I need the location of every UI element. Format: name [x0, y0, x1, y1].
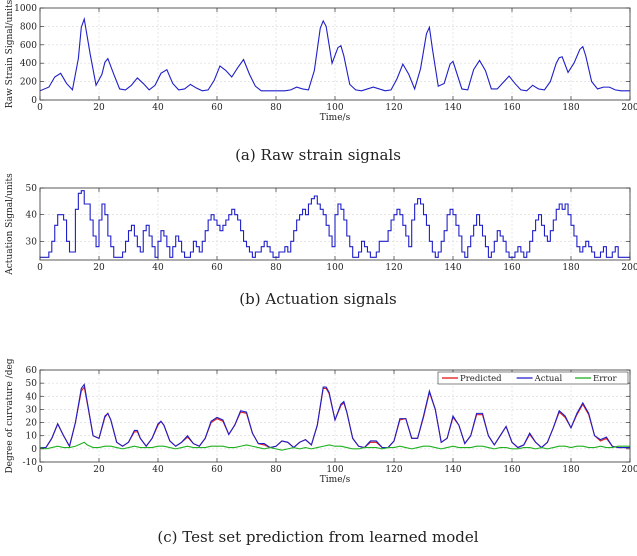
x-tick-label: 160: [503, 103, 520, 113]
subfigure-caption: (b) Actuation signals: [239, 290, 396, 308]
x-tick-label: 60: [211, 465, 223, 475]
x-tick-label: 200: [621, 103, 637, 113]
subfigure-caption: (c) Test set prediction from learned mod…: [157, 528, 478, 546]
x-tick-label: 40: [152, 465, 164, 475]
legend: Predicted Actual Error: [437, 371, 629, 385]
legend-label-predicted: Predicted: [460, 374, 502, 384]
x-tick-label: 80: [270, 465, 282, 475]
y-axis-label: Degree of curvature /deg: [5, 358, 15, 473]
y-axis-label: Actuation Signal/units: [5, 173, 15, 276]
x-tick-label: 180: [562, 263, 579, 273]
y-axis-label: Raw Strain Signal/units: [5, 0, 15, 108]
x-axis-label: Time/s: [320, 113, 351, 123]
x-tick-label: 20: [93, 465, 105, 475]
x-tick-label: 100: [326, 465, 343, 475]
legend-label-error: Error: [593, 374, 617, 384]
x-tick-label: 160: [503, 263, 520, 273]
x-tick-label: 180: [562, 103, 579, 113]
x-tick-label: 120: [385, 465, 402, 475]
y-tick-label: 20: [26, 419, 38, 429]
x-tick-label: 200: [621, 465, 637, 475]
legend-box: [437, 371, 629, 385]
x-tick-label: 100: [326, 263, 343, 273]
x-tick-label: 40: [152, 103, 164, 113]
y-tick-label: 600: [20, 41, 37, 51]
y-tick-label: 50: [26, 379, 38, 389]
x-tick-label: 20: [93, 263, 105, 273]
x-tick-label: 80: [270, 103, 282, 113]
y-tick-label: 0: [31, 445, 37, 455]
y-tick-label: 0: [31, 96, 37, 106]
x-tick-label: 120: [385, 103, 402, 113]
x-axis-label: Time/s: [320, 475, 351, 485]
y-tick-label: 40: [26, 392, 38, 402]
x-tick-label: 100: [326, 103, 343, 113]
y-tick-label: 1000: [14, 4, 37, 14]
y-tick-label: 30: [26, 237, 38, 247]
x-tick-label: 140: [444, 263, 461, 273]
x-tick-label: 120: [385, 263, 402, 273]
y-tick-label: 800: [20, 22, 37, 32]
series-line-1: [40, 190, 630, 258]
chart-1: 0 20 40 60 80 100 120 140 160 180 200 0 200 400 600 800…: [5, 0, 637, 164]
x-tick-label: 180: [562, 465, 579, 475]
x-tick-label: 0: [37, 263, 43, 273]
y-tick-label: 60: [26, 366, 38, 376]
y-tick-label: 30: [26, 405, 38, 415]
x-tick-label: 20: [93, 103, 105, 113]
chart-2: 0 20 40 60 80 100 120 140 160 180 200 30 40 50 Actuati…: [5, 173, 637, 308]
x-tick-label: 140: [444, 465, 461, 475]
x-tick-label: 140: [444, 103, 461, 113]
y-tick-label: 200: [20, 78, 37, 88]
y-tick-label: 40: [26, 211, 38, 221]
y-tick-label: 50: [26, 184, 38, 194]
series-line-1: [40, 16, 630, 92]
x-tick-label: 80: [270, 263, 282, 273]
x-tick-label: 60: [211, 103, 223, 113]
x-tick-label: 200: [621, 263, 637, 273]
x-tick-label: 0: [37, 103, 43, 113]
series-line-error: [40, 441, 630, 451]
x-tick-label: 40: [152, 263, 164, 273]
chart-3: 0 20 40 60 80 100 120 140 160 180 200-100102030405…: [5, 358, 637, 546]
x-tick-label: 60: [211, 263, 223, 273]
x-tick-label: 160: [503, 465, 520, 475]
y-tick-label: 400: [20, 59, 37, 69]
x-tick-label: 0: [37, 465, 43, 475]
subfigure-caption: (a) Raw strain signals: [235, 146, 401, 164]
legend-label-actual: Actual: [534, 374, 563, 384]
y-tick-label: 10: [26, 432, 38, 442]
y-tick-label: -10: [23, 458, 38, 468]
series-line-actual: [40, 383, 630, 449]
